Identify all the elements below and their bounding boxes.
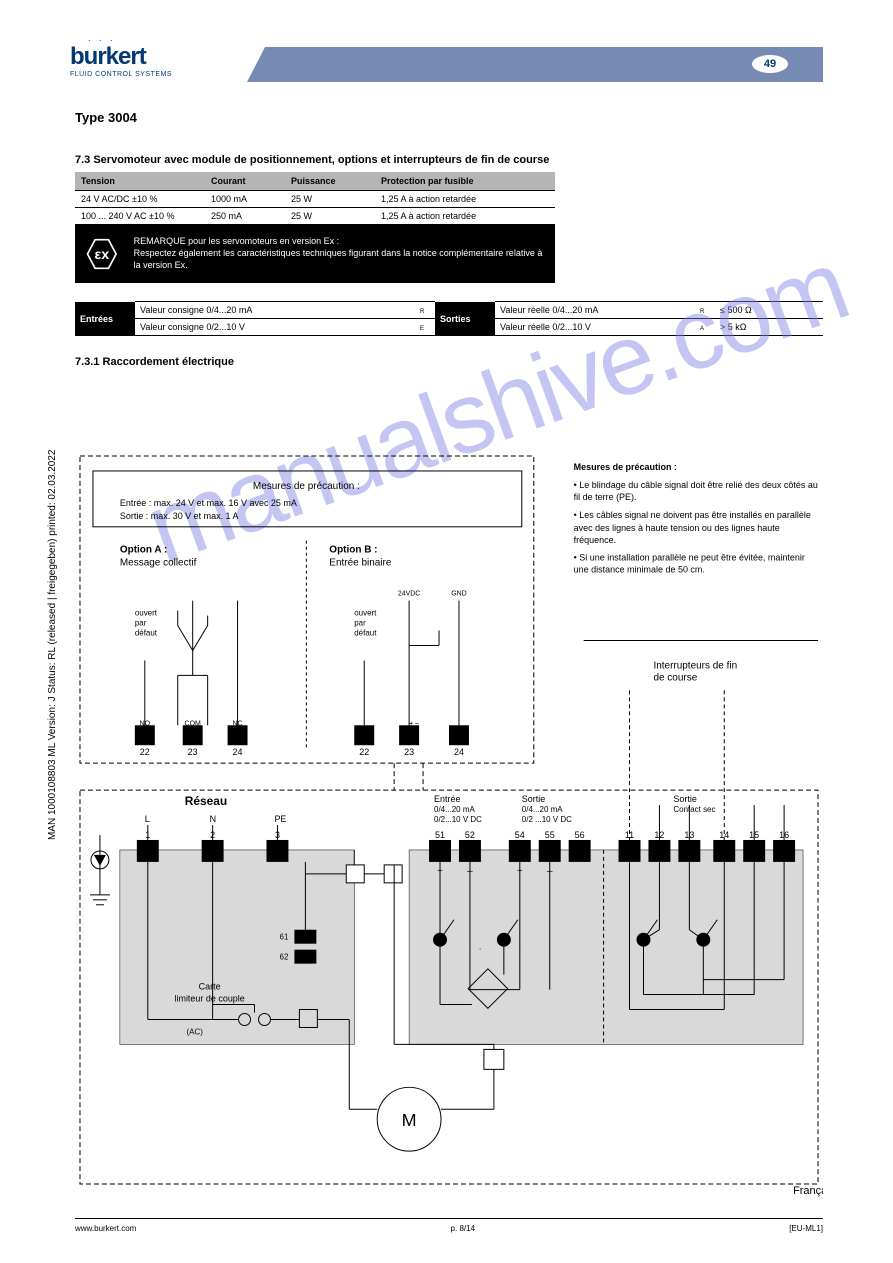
footer-page: p. 8/14: [451, 1224, 475, 1233]
section-heading-7-3: 7.3 Servomoteur avec module de positionn…: [75, 154, 823, 166]
svg-text:N: N: [210, 814, 216, 824]
option-a-title: Option A :: [120, 545, 167, 556]
io-table: Entrées Valeur consigne 0/4...20 mAR Sor…: [75, 301, 823, 336]
sortie2-label: Sortie: [673, 794, 696, 804]
diagram-svg: Mesures de précaution : Entrée : max. 24…: [75, 445, 823, 1215]
svg-text:(AC): (AC): [186, 1027, 203, 1036]
default-open-a: ouvert: [135, 609, 158, 618]
limit-title: Interrupteurs de fin: [653, 660, 737, 671]
table-header-row: Tension Courant Puissance Protection par…: [75, 172, 555, 191]
content-area: 7.3 Servomoteur avec module de positionn…: [75, 130, 823, 368]
svg-text:22: 22: [359, 747, 369, 757]
svg-text:62: 62: [280, 953, 289, 962]
svg-text:0/4...20 mA: 0/4...20 mA: [434, 805, 475, 814]
svg-text:23: 23: [404, 747, 414, 757]
th-entrees: Entrées: [75, 302, 135, 336]
svg-text:εx: εx: [94, 247, 109, 263]
svg-text:ouvert: ouvert: [354, 609, 377, 618]
torque-card-label: Carte: [199, 982, 221, 992]
precautions-label: Mesures de précaution :: [253, 481, 360, 492]
svg-text:52: 52: [465, 830, 475, 840]
sortie-label: Sortie: [522, 794, 545, 804]
th-protection: Protection par fusible: [375, 172, 555, 191]
table-row: 24 V AC/DC ±10 %1000 mA25 W1,25 A à acti…: [75, 191, 555, 208]
svg-text:24: 24: [454, 747, 464, 757]
page-title: Type 3004: [75, 110, 137, 125]
svg-text:PE: PE: [274, 814, 286, 824]
net-title: Réseau: [185, 794, 228, 808]
svg-text:22: 22: [140, 747, 150, 757]
page-number-badge: 49: [752, 55, 788, 73]
svg-text:0/2 ...10 V DC: 0/2 ...10 V DC: [522, 815, 572, 824]
svg-text:Entrée binaire: Entrée binaire: [329, 558, 392, 569]
svg-text:défaut: défaut: [354, 629, 377, 638]
footer-url: www.burkert.com: [75, 1224, 136, 1233]
svg-text:de course: de course: [653, 672, 697, 683]
ex-note-box: εx REMARQUE pour les servomoteurs en ver…: [75, 225, 555, 283]
th-courant: Courant: [205, 172, 285, 191]
side-metadata: MAN 1000108803 ML Version: J Status: RL …: [47, 450, 58, 840]
ground-icon: [90, 835, 110, 905]
page-footer: www.burkert.com p. 8/14 [EU-ML1]: [75, 1218, 823, 1233]
precaution-3: • Si une installation parallèle ne peut …: [574, 552, 818, 576]
wiring-diagram: Mesures de précaution : Entrée : max. 24…: [75, 445, 823, 1215]
svg-text:.: .: [519, 942, 522, 952]
option-a-terminals: 22 23 24 NO COM NC: [135, 720, 248, 757]
svg-text:56: 56: [575, 830, 585, 840]
entry-label: Entrée: [434, 794, 460, 804]
svg-text:51: 51: [435, 830, 445, 840]
io-entry-lbl: Entrée : max. 24 V et max. 16 V avec 25 …: [120, 498, 297, 508]
svg-text:0/2...10 V DC: 0/2...10 V DC: [434, 815, 482, 824]
io-out-lbl: Sortie : max. 30 V et max. 1 A: [120, 511, 239, 521]
table-row: 100 ... 240 V AC ±10 %250 mA25 W1,25 A à…: [75, 208, 555, 225]
footer-code: [EU-ML1]: [789, 1224, 823, 1233]
th-puissance: Puissance: [285, 172, 375, 191]
svg-text:23: 23: [188, 747, 198, 757]
section-heading-7-3-1: 7.3.1 Raccordement électrique: [75, 356, 823, 368]
th-tension: Tension: [75, 172, 205, 191]
svg-text:COM: COM: [185, 720, 201, 727]
th-sorties: Sorties: [435, 302, 495, 336]
svg-text:NO: NO: [140, 720, 151, 727]
option-b-title: Option B :: [329, 545, 377, 556]
svg-text:L: L: [145, 814, 150, 824]
motor-label: M: [402, 1110, 417, 1130]
table-row: Entrées Valeur consigne 0/4...20 mAR Sor…: [75, 302, 823, 319]
svg-text:Message collectif: Message collectif: [120, 558, 197, 569]
power-table: Tension Courant Puissance Protection par…: [75, 172, 555, 225]
precaution-2: • Les câbles signal ne doivent pas être …: [574, 509, 818, 545]
svg-text:Contact sec: Contact sec: [673, 805, 715, 814]
logo: . . . burkert FLUID CONTROL SYSTEMS: [70, 43, 190, 78]
ex-note-text: REMARQUE pour les servomoteurs en versio…: [134, 236, 545, 271]
svg-text:55: 55: [545, 830, 555, 840]
svg-text:défaut: défaut: [135, 629, 158, 638]
svg-text:+ –: + –: [409, 720, 419, 727]
logo-name: burkert: [70, 43, 190, 71]
svg-text:.: .: [479, 942, 482, 952]
svg-text:54: 54: [515, 830, 525, 840]
francais-label: Français: [793, 1185, 823, 1197]
logo-tagline: FLUID CONTROL SYSTEMS: [70, 71, 190, 78]
precautions-head: Mesures de précaution :: [574, 461, 818, 473]
ex-icon: εx: [85, 235, 119, 273]
svg-text:limiteur de couple: limiteur de couple: [174, 994, 244, 1004]
precaution-1: • Le blindage du câble signal doit être …: [574, 479, 818, 503]
svg-text:NC: NC: [233, 720, 243, 727]
logo-marks: . . .: [88, 33, 116, 43]
svg-text:24VDC: 24VDC: [398, 591, 420, 598]
svg-text:par: par: [354, 619, 366, 628]
svg-text:0/4...20 mA: 0/4...20 mA: [522, 805, 563, 814]
svg-text:GND: GND: [451, 591, 467, 598]
svg-text:61: 61: [280, 933, 289, 942]
svg-text:24: 24: [233, 747, 243, 757]
header-bar: 49: [265, 47, 823, 82]
page-header: . . . burkert FLUID CONTROL SYSTEMS 49: [70, 47, 823, 85]
svg-text:par: par: [135, 619, 147, 628]
